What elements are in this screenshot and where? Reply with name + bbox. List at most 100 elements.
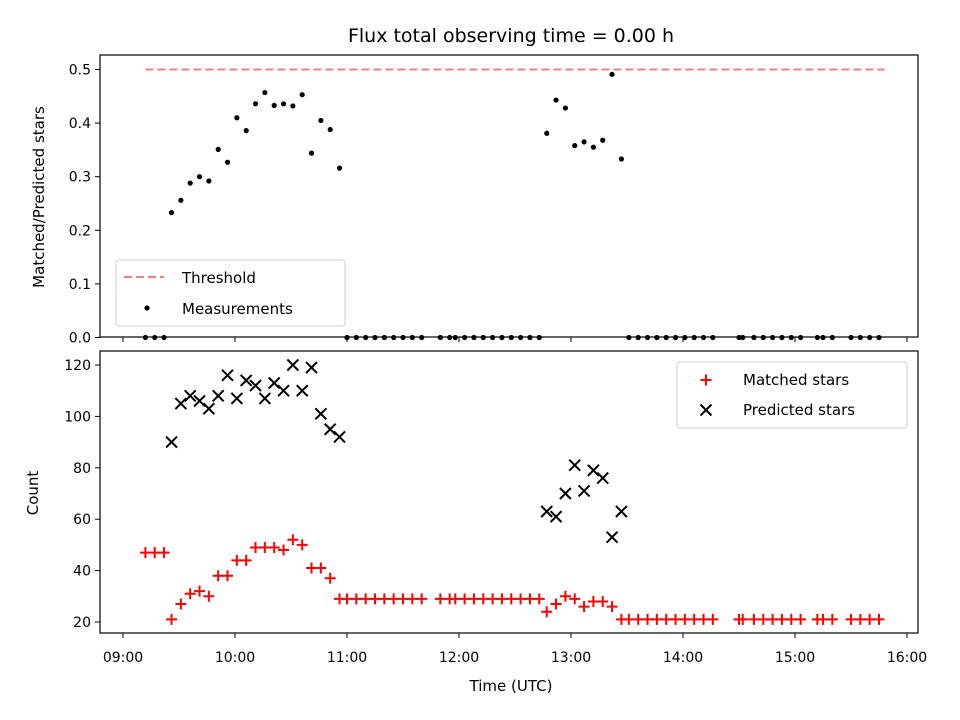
measurement-point: [590, 144, 597, 150]
legend-measurements-swatch: [144, 305, 150, 311]
matched-star-point: [660, 613, 672, 625]
predicted-star-point: [202, 402, 216, 415]
matched-star-point: [388, 593, 400, 605]
matched-star-point: [360, 593, 372, 605]
bottom-legend-box: [676, 361, 908, 429]
matched-star-point: [416, 593, 428, 605]
matched-star-point: [250, 541, 262, 553]
matched-star-point: [341, 593, 353, 605]
measurement-point: [318, 117, 324, 124]
measurement-point: [206, 178, 212, 184]
bottom-y-axis-label: Count: [24, 471, 42, 516]
bottom-x-tick-label: 13:00: [551, 650, 591, 666]
predicted-star-point: [267, 376, 281, 390]
predicted-star-point: [333, 430, 346, 444]
matched-star-point: [795, 613, 807, 625]
predicted-star-point: [305, 361, 318, 374]
predicted-star-point: [258, 392, 272, 405]
bottom-y-tick-label: 80: [73, 461, 91, 477]
matched-star-point: [550, 598, 562, 610]
matched-star-point: [166, 613, 178, 625]
measurement-point: [308, 150, 315, 156]
predicted-star-point: [295, 384, 309, 397]
matched-star-point: [826, 613, 838, 625]
measurement-point: [178, 197, 184, 203]
top-y-axis-label: Matched/Predicted stars: [30, 106, 48, 288]
bottom-x-tick-label: 10:00: [215, 650, 255, 666]
predicted-star-point: [323, 423, 337, 436]
matched-star-point: [315, 562, 327, 574]
measurement-point: [336, 165, 343, 171]
matched-star-point: [587, 595, 599, 607]
bottom-x-tick-label: 16:00: [887, 650, 927, 666]
legend-matched-label: Matched stars: [743, 371, 849, 389]
predicted-star-point: [183, 389, 197, 403]
top-axes-frame: [99, 54, 919, 338]
matched-star-point: [378, 593, 390, 605]
bottom-y-tick-label: 60: [73, 512, 91, 528]
matched-star-point: [748, 613, 760, 625]
measurement-point: [562, 105, 569, 111]
matched-star-point: [864, 613, 876, 625]
matched-star-point: [785, 613, 797, 625]
measurement-point: [262, 89, 268, 96]
matched-star-point: [496, 593, 508, 605]
predicted-star-point: [568, 459, 581, 472]
measurement-point: [196, 174, 203, 180]
predicted-star-point: [540, 505, 553, 518]
legend-threshold-label: Threshold: [181, 269, 256, 287]
measurement-point: [572, 143, 578, 149]
matched-star-point: [817, 613, 829, 625]
bottom-y-tick-label: 40: [73, 564, 91, 580]
matched-star-point: [559, 590, 571, 602]
legend-predicted-label: Predicted stars: [743, 401, 855, 419]
matched-star-point: [597, 595, 609, 607]
measurement-point: [609, 71, 615, 77]
measurement-point: [600, 137, 606, 143]
matched-star-point: [578, 601, 590, 613]
top-y-tick-label: 0.1: [69, 277, 91, 293]
matched-star-point: [477, 593, 489, 605]
matched-star-point: [468, 593, 480, 605]
matched-star-point: [688, 613, 700, 625]
matched-star-point: [184, 588, 196, 600]
measurement-point: [299, 92, 305, 98]
matched-star-point: [158, 547, 170, 559]
matched-star-point: [757, 613, 769, 625]
legend-measurements-label: Measurements: [182, 300, 293, 318]
matched-star-point: [324, 572, 336, 584]
measurement-point: [280, 101, 287, 107]
matched-star-point: [212, 570, 224, 582]
predicted-star-point: [211, 389, 225, 403]
legend-matched-swatch: [700, 374, 712, 386]
matched-star-point: [449, 593, 461, 605]
bottom-panel: 20 40 60 80 100 120 09:00 10:00 11:00 12:00 13:00 1…: [64, 350, 927, 666]
matched-star-point: [459, 593, 471, 605]
matched-star-point: [139, 547, 151, 559]
predicted-star-point: [239, 374, 253, 387]
matched-star-point: [524, 593, 536, 605]
matched-star-point: [515, 593, 527, 605]
predicted-star-point: [286, 358, 300, 372]
predicted-star-point: [577, 484, 591, 498]
matched-star-point: [487, 593, 499, 605]
top-legend-box: [115, 259, 346, 327]
top-chart-title: Flux total observing time = 0.00 h: [348, 25, 674, 47]
top-y-tick-label: 0.4: [69, 116, 91, 132]
matched-star-point: [873, 613, 885, 625]
matched-star-point: [350, 593, 362, 605]
predicted-star-point: [249, 379, 262, 392]
matched-star-point: [268, 541, 280, 553]
measurement-point: [187, 180, 193, 186]
legend-predicted-swatch: [699, 403, 713, 417]
matched-star-point: [707, 613, 719, 625]
bottom-y-tick-label: 120: [64, 358, 91, 374]
measurement-point: [581, 139, 587, 145]
predicted-star-point: [174, 397, 188, 410]
measurement-point: [271, 102, 277, 109]
measurement-point: [215, 146, 221, 152]
matched-star-point: [541, 606, 553, 618]
top-panel: 0.0 0.1 0.2 0.3 0.4 0.5 Threshold Measurements: [69, 54, 919, 347]
